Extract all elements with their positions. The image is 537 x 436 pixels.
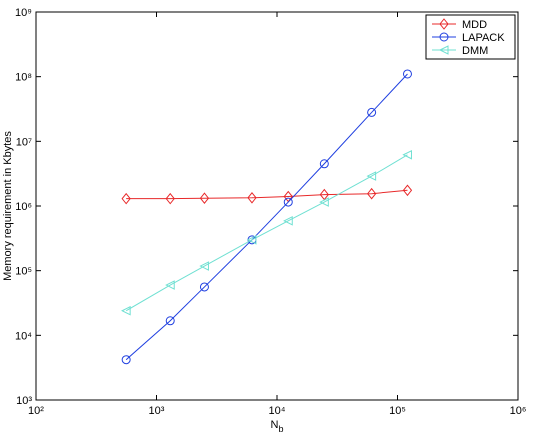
series-line	[125, 73, 408, 361]
plot-area	[35, 11, 519, 401]
legend-label: DMM	[462, 45, 488, 57]
legend-label: MDD	[462, 19, 487, 31]
y-tick-label: 10⁸	[15, 72, 32, 84]
marker	[402, 184, 413, 197]
x-tick-label: 10⁶	[510, 405, 527, 417]
x-axis-label: Nb	[271, 419, 284, 434]
y-tick-label: 10⁵	[15, 266, 32, 278]
marker	[246, 235, 257, 245]
y-tick-label: 10⁹	[15, 7, 32, 19]
marker	[247, 191, 257, 204]
marker	[121, 355, 131, 365]
marker	[165, 316, 175, 326]
marker	[366, 171, 377, 181]
y-axis-label: Memory requirement in Kbytes	[2, 131, 14, 281]
marker	[319, 197, 329, 207]
marker	[367, 107, 377, 117]
x-tick-label: 10²	[28, 405, 44, 417]
series-line	[126, 189, 408, 200]
marker	[319, 159, 329, 169]
marker	[366, 187, 377, 200]
y-tick-label: 10⁶	[15, 201, 32, 213]
marker	[439, 18, 449, 30]
y-tick-label: 10³	[16, 395, 32, 407]
marker	[121, 305, 131, 316]
x-tick-label: 10³	[149, 405, 165, 417]
marker	[439, 32, 449, 42]
marker	[402, 149, 412, 160]
marker	[165, 192, 175, 205]
marker	[165, 280, 175, 290]
marker	[199, 282, 209, 292]
y-tick-label: 10⁴	[15, 330, 32, 342]
marker	[283, 197, 293, 207]
x-tick-label: 10⁴	[269, 405, 286, 417]
series-line	[125, 154, 408, 312]
marker	[121, 192, 131, 205]
marker	[283, 216, 293, 226]
y-tick-label: 10⁷	[16, 136, 32, 148]
marker	[438, 45, 449, 55]
marker	[402, 69, 412, 79]
marker	[199, 261, 209, 271]
marker	[199, 192, 210, 205]
x-tick-label: 10⁵	[389, 405, 406, 417]
legend-label: LAPACK	[462, 32, 505, 44]
